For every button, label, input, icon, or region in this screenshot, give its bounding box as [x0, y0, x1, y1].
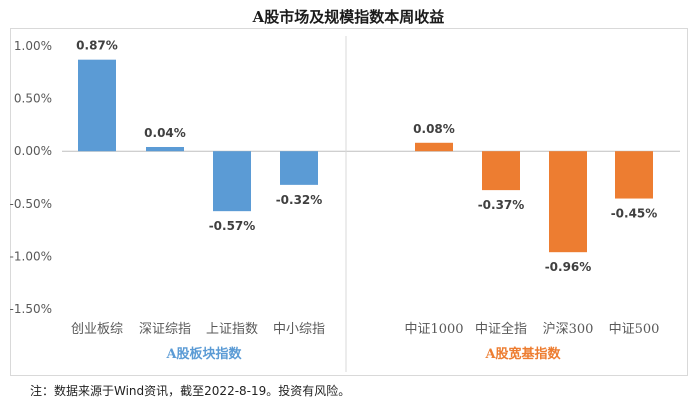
data-label: 0.87%	[76, 39, 118, 53]
x-tick-label: 创业板综	[71, 322, 123, 337]
bar-sector-3	[213, 151, 251, 212]
x-tick-label: 中证1000	[404, 322, 463, 337]
source-note: 注：数据来源于Wind资讯，截至2022-8-19。投资有风险。	[30, 384, 351, 398]
bar-broad-3	[549, 151, 587, 253]
x-tick-label: 中小综指	[273, 322, 325, 337]
chart-title: A股市场及规模指数本周收益	[252, 8, 445, 26]
data-label: -0.96%	[545, 260, 592, 274]
x-tick-label: 中证500	[609, 322, 660, 337]
y-tick-label: -1.00%	[10, 249, 52, 263]
bar-broad-1	[415, 142, 453, 152]
bar-sector-1	[78, 59, 116, 152]
data-label: 0.04%	[144, 126, 186, 140]
data-label: 0.08%	[413, 122, 455, 136]
y-tick-label: -1.50%	[10, 302, 52, 316]
x-tick-label: 沪深300	[543, 321, 594, 337]
bar-broad-4	[615, 151, 653, 199]
x-tick-label: 上证指数	[206, 322, 258, 337]
x-tick-label: 中证全指	[475, 321, 527, 337]
bar-sector-2	[146, 146, 184, 152]
data-label: -0.45%	[611, 207, 658, 221]
y-tick-label: -0.50%	[10, 197, 52, 211]
x-tick-label: 深证综指	[139, 322, 191, 337]
data-label: -0.32%	[276, 193, 323, 207]
data-label: -0.57%	[209, 219, 256, 233]
group-label: A股板块指数	[165, 346, 242, 362]
y-tick-label: 0.00%	[14, 144, 52, 158]
y-tick-label: 1.00%	[14, 39, 52, 53]
y-tick-label: 0.50%	[14, 92, 52, 106]
bar-broad-2	[482, 151, 520, 191]
data-label: -0.37%	[478, 198, 525, 212]
chart-frame	[10, 28, 688, 376]
bar-sector-4	[280, 151, 318, 185]
group-label: A股宽基指数	[484, 346, 561, 362]
